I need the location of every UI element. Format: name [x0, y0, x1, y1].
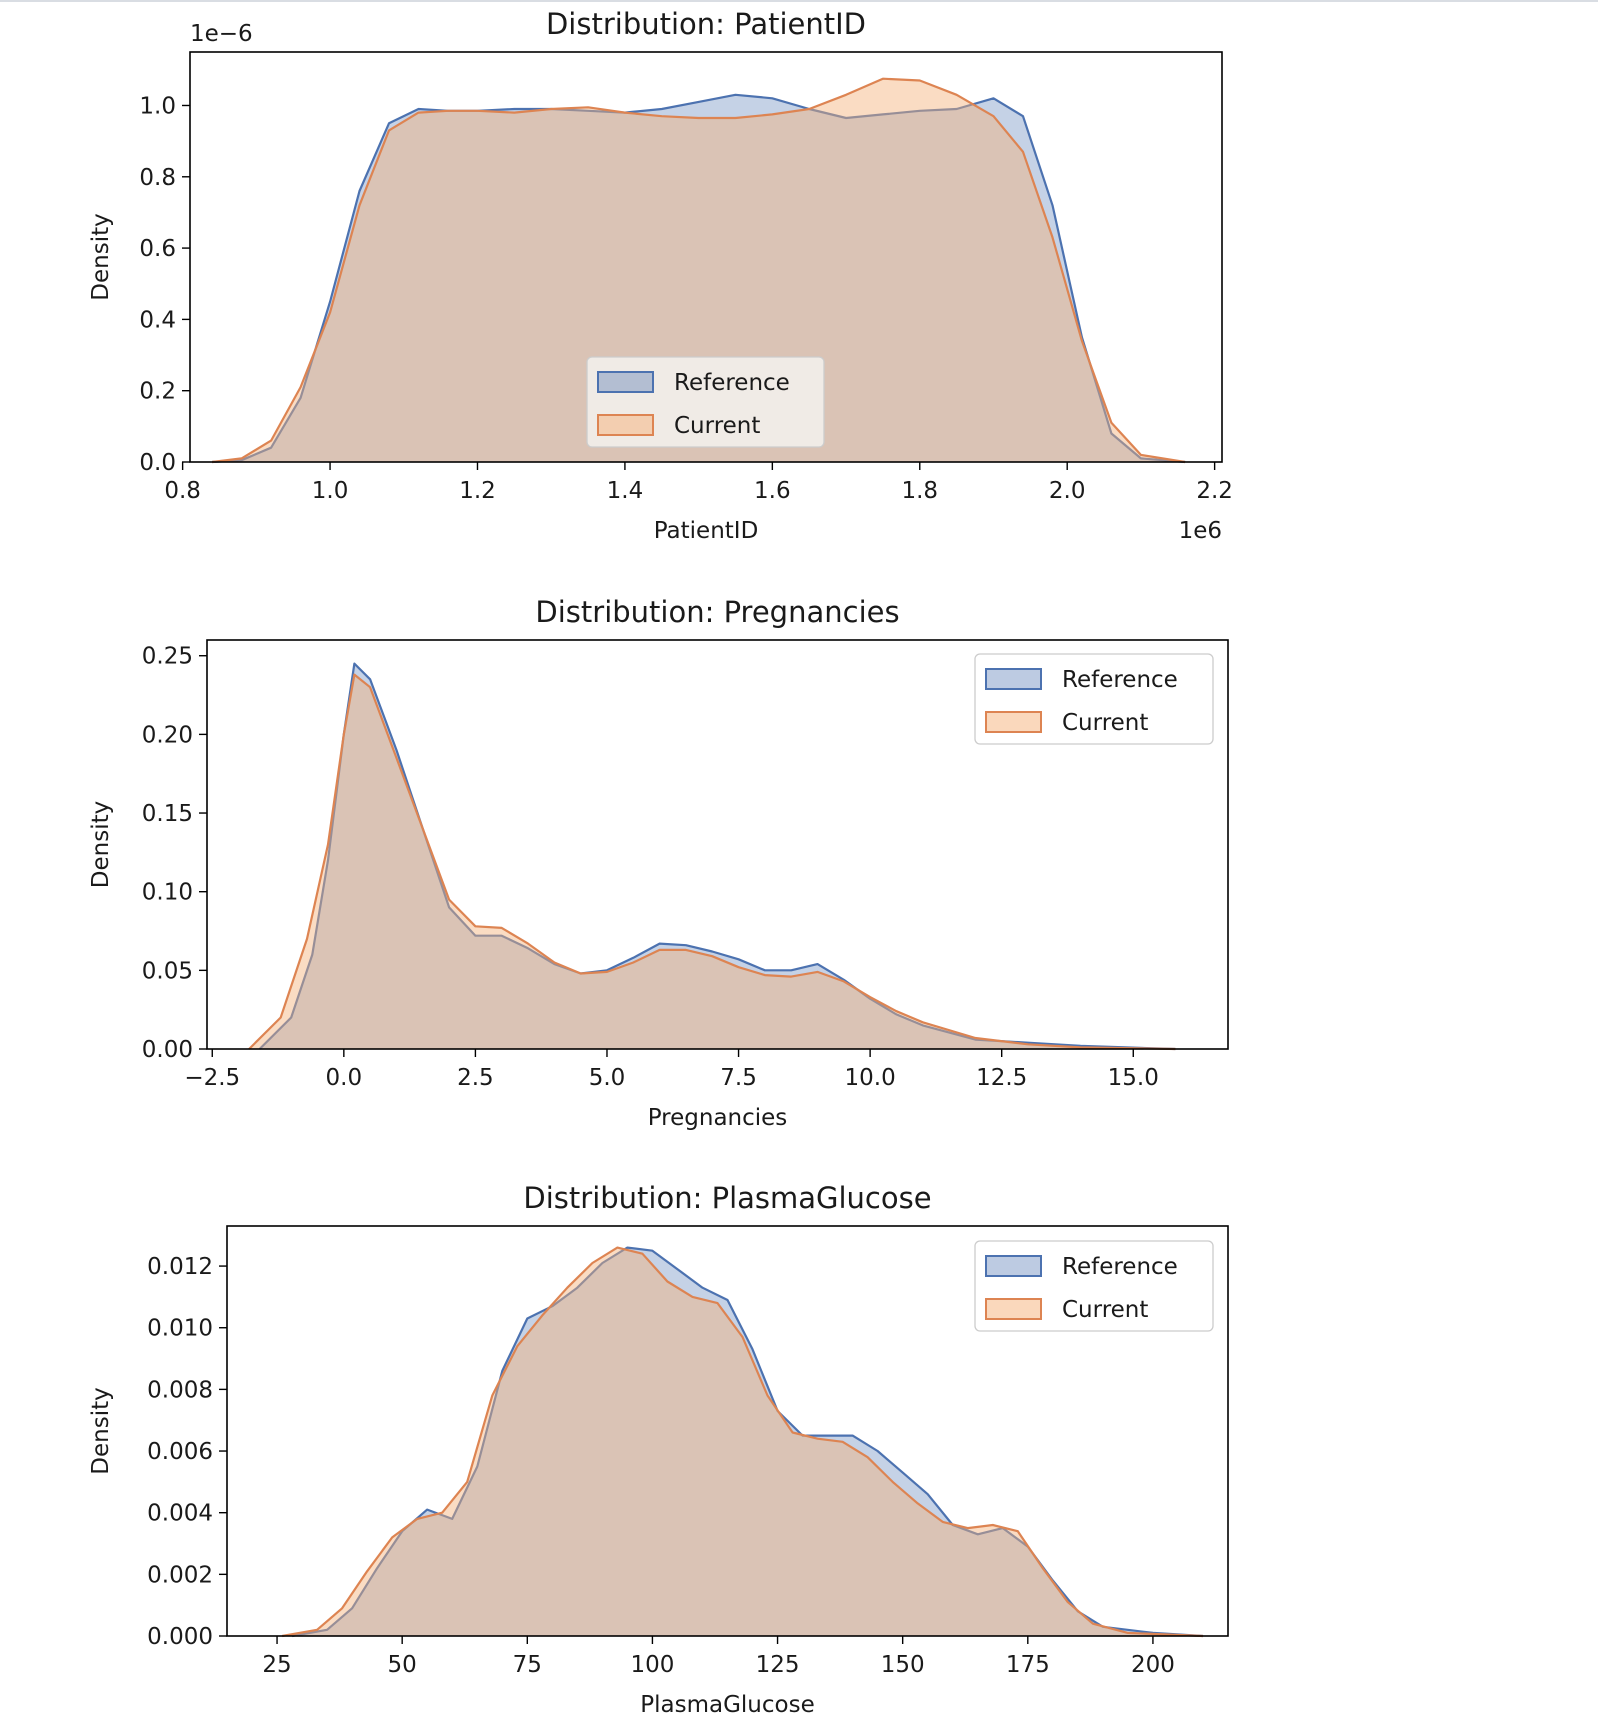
y-offset-label: 1e−6: [190, 21, 253, 47]
legend-label-reference: Reference: [674, 370, 790, 396]
x-tick-label: 150: [881, 1652, 925, 1678]
y-tick-label: 0.004: [147, 1501, 213, 1527]
x-tick-label: 0.0: [326, 1065, 363, 1091]
y-tick-label: 0.2: [139, 379, 176, 405]
chart-title: Distribution: PatientID: [546, 7, 866, 41]
legend-swatch-reference: [985, 668, 1042, 690]
y-tick-label: 0.012: [147, 1254, 213, 1280]
series-area-reference: [259, 663, 1176, 1049]
x-tick-label: 10.0: [845, 1065, 896, 1091]
y-tick-label: 0.000: [147, 1624, 213, 1650]
series-area-reference: [212, 94, 1186, 463]
series-area-current: [212, 78, 1186, 462]
x-tick-label: 0.8: [164, 478, 201, 504]
x-tick-label: 1.0: [312, 478, 349, 504]
legend-label-reference: Reference: [1062, 667, 1178, 693]
plot-frame: [226, 1225, 1229, 1637]
plot-frame: [206, 639, 1229, 1050]
x-tick-label: 5.0: [589, 1065, 626, 1091]
series-line-current: [211, 77, 1186, 464]
y-tick-label: 0.05: [142, 958, 193, 984]
y-tick-label: 0.008: [147, 1377, 213, 1403]
legend-swatch-current: [985, 1298, 1042, 1320]
x-tick-label: 2.5: [457, 1065, 494, 1091]
x-tick-label: 2.0: [1049, 478, 1086, 504]
series-line-current: [281, 1246, 1204, 1638]
series-area-current: [249, 674, 1176, 1049]
y-tick-label: 1.0: [139, 93, 176, 119]
legend: Reference Current: [974, 1240, 1214, 1332]
x-tick-label: 1.2: [459, 478, 496, 504]
x-tick-label: 12.5: [976, 1065, 1027, 1091]
y-tick-label: 0.00: [142, 1037, 193, 1063]
legend-label-current: Current: [1062, 1297, 1148, 1323]
series-line-reference: [258, 662, 1176, 1051]
x-tick-label: 1.4: [607, 478, 644, 504]
series-line-reference: [291, 1246, 1204, 1638]
y-axis-label: Density: [88, 1387, 114, 1474]
series-area-current: [282, 1247, 1204, 1636]
x-tick-label: 125: [756, 1652, 800, 1678]
plot-frame: [189, 51, 1223, 463]
legend-swatch-reference: [985, 1255, 1042, 1277]
x-tick-label: 2.2: [1196, 478, 1233, 504]
chart-title: Distribution: Pregnancies: [535, 595, 899, 629]
x-tick-label: 1.8: [901, 478, 938, 504]
y-tick-label: 0.6: [139, 236, 176, 262]
legend: Reference Current: [586, 356, 825, 448]
y-axis-label: Density: [88, 801, 114, 888]
y-tick-label: 0.15: [142, 801, 193, 827]
y-tick-label: 0.10: [142, 880, 193, 906]
y-tick-label: 0.8: [139, 165, 176, 191]
chart-3: 25 50 75 100 125 150 175 200 0.000 0.002 0.004 0.00…: [88, 1181, 1229, 1718]
x-tick-label: 1.6: [754, 478, 791, 504]
top-border: [0, 0, 1598, 2]
y-axis-label: Density: [88, 213, 114, 300]
x-tick-label: 15.0: [1108, 1065, 1159, 1091]
legend-label-current: Current: [674, 413, 760, 439]
legend-swatch-current: [597, 414, 654, 436]
y-tick-label: 0.0: [139, 450, 176, 476]
legend-swatch-current: [985, 711, 1042, 733]
chart-2: −2.5 0.0 2.5 5.0 7.5 10.0 12.5 15.0 0.00 0.05 0.10…: [88, 595, 1229, 1131]
y-tick-label: 0.20: [142, 722, 193, 748]
y-tick-label: 0.002: [147, 1562, 213, 1588]
y-tick-label: 0.010: [147, 1316, 213, 1342]
chart-title: Distribution: PlasmaGlucose: [523, 1181, 931, 1215]
series-line-current: [248, 673, 1176, 1051]
x-tick-label: 175: [1006, 1652, 1050, 1678]
legend: Reference Current: [974, 653, 1214, 745]
x-tick-label: 75: [513, 1652, 542, 1678]
legend-swatch-reference: [597, 371, 654, 393]
y-tick-label: 0.25: [142, 644, 193, 670]
x-tick-label: 50: [388, 1652, 417, 1678]
y-tick-label: 0.4: [139, 307, 176, 333]
x-tick-label: 7.5: [720, 1065, 757, 1091]
x-tick-label: 25: [262, 1652, 291, 1678]
x-tick-label: −2.5: [184, 1065, 240, 1091]
x-axis-label: Pregnancies: [648, 1105, 788, 1131]
legend-label-current: Current: [1062, 710, 1148, 736]
x-axis-label: PatientID: [654, 518, 759, 544]
legend-label-reference: Reference: [1062, 1254, 1178, 1280]
x-tick-label: 200: [1131, 1652, 1175, 1678]
x-tick-label: 100: [630, 1652, 674, 1678]
x-axis-label: PlasmaGlucose: [640, 1692, 814, 1716]
series-line-reference: [212, 93, 1186, 464]
chart-1: 0.8 1.0 1.2 1.4 1.6 1.8 2.0 2.2 0.0 0.2 0.4 0.6 0.8 1…: [88, 7, 1233, 544]
x-offset-label: 1e6: [1179, 518, 1222, 544]
y-tick-label: 0.006: [147, 1439, 213, 1465]
